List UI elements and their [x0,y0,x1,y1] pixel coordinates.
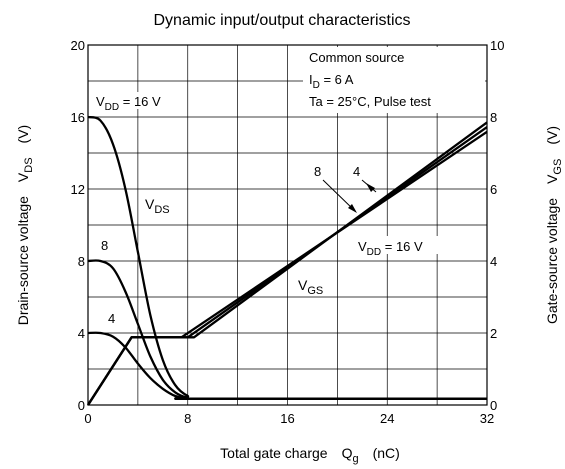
vdd16-vgs-symbol: V [358,239,367,254]
y-right-tick-label: 8 [490,110,497,125]
y-left-tick-label: 16 [71,110,85,125]
vds-8-bg [98,236,114,253]
y-right-label-sub: GS [552,159,564,175]
vgs-4-arrowhead [366,183,375,192]
vdd16-vgs-rest: = 16 V [381,239,423,254]
vdd16-vgs-label: VDD = 16 V [358,239,423,258]
vgs-8-label: 8 [314,164,321,179]
conditions-line-1: Common source [309,50,404,65]
y-left-label-symbol: V [15,172,31,182]
y-left-tick-label: 12 [71,182,85,197]
conditions-line-2: ID = 6 A [309,72,354,91]
series-layer [87,115,488,406]
annotation-layer [322,179,377,213]
x-tick-label: 8 [184,411,191,426]
y-right-tick-label: 2 [490,326,497,341]
x-axis-label-sub: g [352,453,358,465]
vgs-label-bg [295,274,333,296]
vgs-label: VGS [298,277,323,297]
y-right-tick-label: 10 [490,38,504,53]
vds-label-sub: DS [154,204,169,216]
conditions-box-bg [303,47,485,113]
series-line [87,331,487,401]
plot-frame [87,44,488,406]
vdd16-vgs-sub: DD [367,247,381,258]
series-line [87,130,488,406]
vdd16-top-bg [92,92,182,109]
x-tick-label: 0 [84,411,91,426]
vgs-label-sub: GS [307,285,323,297]
vds-label-bg [142,193,176,215]
x-axis-label: Total gate charge Qg (nC) [220,445,400,465]
y-left-tick-label: 8 [78,254,85,269]
vds-8-label: 8 [101,238,108,253]
y-left-label-unit: (V) [15,125,31,144]
y-right-label-symbol: V [544,174,560,184]
y-axis-right-label: Gate-source voltage VGS (V) [544,126,564,324]
x-axis-label-symbol: Q [342,445,353,461]
y-right-label-main: Gate-source voltage [544,198,560,324]
x-axis-label-main: Total gate charge [220,445,328,461]
y-right-tick-label: 0 [490,398,497,413]
conditions-id-rest: = 6 A [320,72,354,87]
conditions-id-symbol: I [309,72,313,87]
vdd16-top-label: VDD = 16 V [96,94,161,113]
y-left-label-sub: DS [23,157,35,172]
x-tick-label: 16 [280,411,294,426]
y-left-label-main: Drain-source voltage [15,196,31,325]
vgs-label-symbol: V [298,277,308,293]
vdd16-top-rest: = 16 V [119,94,161,109]
y-left-tick-label: 4 [78,326,85,341]
y-right-tick-label: 4 [490,254,497,269]
conditions-id-sub: D [313,80,320,91]
vgs-4-label: 4 [353,164,360,179]
y-axis-left-label: Drain-source voltage VDS (V) [15,125,35,325]
chart-title: Dynamic input/output characteristics [154,12,411,29]
x-tick-label: 32 [480,411,494,426]
conditions-line-3: Ta = 25°C, Pulse test [309,94,431,109]
vds-4-label: 4 [108,311,115,326]
x-tick-label: 24 [380,411,394,426]
vgs-8-arrowhead [348,204,357,213]
vdd16-top-sub: DD [105,102,119,113]
y-left-tick-label: 0 [78,398,85,413]
vdd16-top-symbol: V [96,94,105,109]
vdd16-vgs-bg [355,236,445,254]
y-right-tick-label: 6 [490,182,497,197]
y-left-tick-label: 20 [71,38,85,53]
x-axis-label-unit: (nC) [373,445,400,461]
y-right-label-unit: (V) [544,126,560,145]
vds-label: VDS [145,196,170,216]
vgs-8-leader [322,179,356,212]
vds-label-symbol: V [145,196,155,212]
